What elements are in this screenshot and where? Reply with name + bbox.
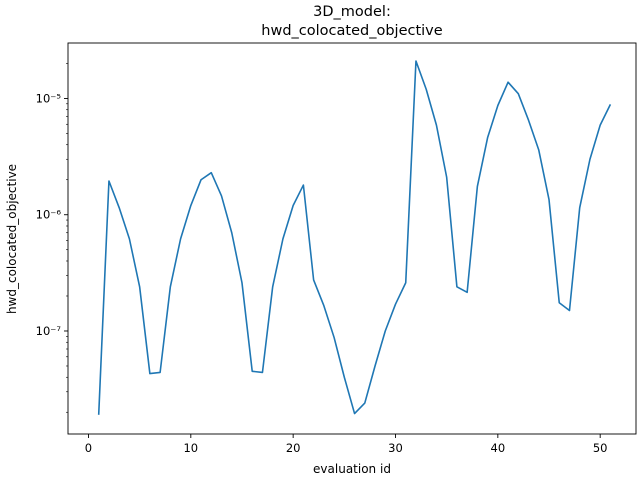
x-tick-label: 10 xyxy=(183,441,198,455)
y-tick-label: 10⁻⁶ xyxy=(36,208,62,222)
x-tick-label: 30 xyxy=(388,441,403,455)
axis-ticks: 0 10 20 30 40 50 10⁻⁷ 10⁻⁶ 10⁻⁵ xyxy=(36,91,608,455)
y-tick-label: 10⁻⁵ xyxy=(36,91,62,105)
series-layer xyxy=(97,60,612,415)
x-axis-label: evaluation id xyxy=(313,462,391,476)
chart-title-line1: 3D_model: xyxy=(313,4,391,20)
chart-title-line2: hwd_colocated_objective xyxy=(261,23,442,39)
series-line xyxy=(97,60,612,415)
y-tick-label: 10⁻⁷ xyxy=(36,324,62,338)
x-tick-label: 0 xyxy=(85,441,92,455)
x-tick-label: 20 xyxy=(286,441,301,455)
x-tick-label: 50 xyxy=(593,441,608,455)
y-axis-label: hwd_colocated_objective xyxy=(5,164,19,314)
x-tick-label: 40 xyxy=(491,441,506,455)
plot-frame xyxy=(67,42,637,435)
